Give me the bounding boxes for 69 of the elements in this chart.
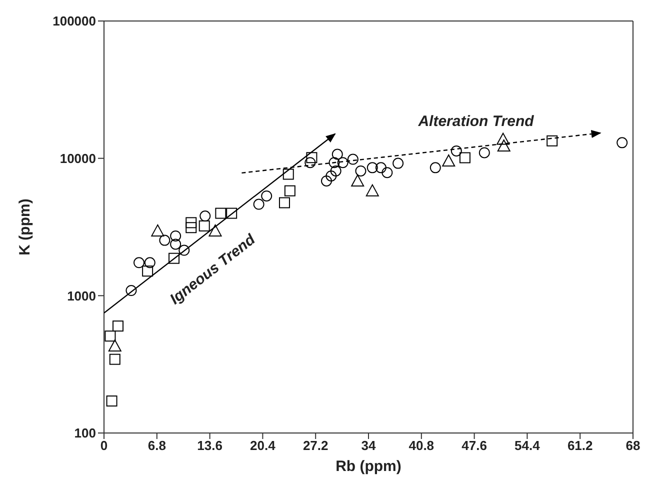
point	[304, 157, 316, 168]
point	[108, 340, 122, 352]
y-tick-label: 10000	[60, 150, 96, 166]
x-axis-title: Rb (ppm)	[336, 458, 402, 475]
x-tick-label: 6.8	[148, 438, 166, 454]
point	[282, 168, 294, 180]
point	[261, 190, 272, 202]
x-tick-label: 47.6	[462, 438, 487, 454]
x-tick-label: 54.4	[514, 438, 541, 454]
point	[142, 266, 154, 277]
x-tick-label: 0	[100, 438, 108, 454]
point	[450, 145, 462, 156]
point	[392, 158, 404, 169]
point	[366, 162, 378, 174]
point	[337, 157, 348, 168]
point	[326, 170, 337, 182]
point	[430, 162, 441, 174]
x-tick-label: 40.8	[408, 438, 434, 454]
x-tick-label: 13.6	[197, 438, 222, 454]
point	[478, 147, 490, 158]
point	[186, 222, 197, 234]
point	[104, 330, 116, 342]
point	[347, 154, 358, 165]
point	[200, 210, 211, 222]
point	[459, 152, 470, 164]
point	[328, 157, 340, 168]
point	[198, 220, 210, 232]
point	[144, 257, 156, 268]
y-tick-label: 100000	[52, 14, 96, 29]
point	[284, 185, 296, 196]
point	[168, 252, 180, 264]
point	[278, 197, 290, 208]
point	[170, 230, 182, 242]
point	[306, 152, 318, 164]
point	[375, 162, 386, 174]
point	[497, 139, 510, 152]
point	[253, 198, 264, 210]
point	[546, 135, 558, 146]
annotation: Alteration Trend	[417, 112, 535, 130]
point	[109, 354, 120, 365]
point	[355, 165, 366, 176]
point	[330, 165, 342, 176]
x-tick-label: 61.2	[567, 438, 593, 454]
point	[170, 238, 182, 250]
point	[351, 174, 364, 186]
point	[134, 257, 145, 268]
point	[186, 217, 197, 228]
point	[126, 285, 137, 296]
point	[226, 208, 238, 219]
y-axis-title: K (ppm)	[16, 198, 34, 256]
point	[106, 396, 118, 406]
x-tick-label: 27.2	[302, 438, 328, 454]
y-tick-label: 1000	[67, 288, 96, 304]
point	[159, 234, 170, 246]
x-tick-label: 68	[626, 438, 640, 454]
point	[112, 320, 124, 332]
point	[442, 154, 456, 166]
point	[366, 184, 379, 196]
point	[332, 148, 343, 160]
x-tick-label: 34	[361, 438, 376, 454]
point	[382, 167, 393, 178]
point	[320, 175, 332, 186]
point	[215, 208, 226, 219]
point	[178, 244, 190, 256]
point	[616, 137, 628, 148]
x-tick-label: 20.4	[250, 438, 276, 454]
point	[496, 132, 510, 145]
y-tick-label: 100	[74, 426, 96, 441]
point	[151, 224, 164, 236]
